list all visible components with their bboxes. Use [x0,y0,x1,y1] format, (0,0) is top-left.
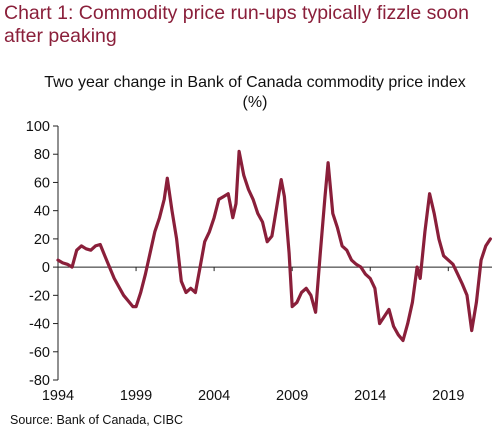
x-tick-label: 2009 [276,388,308,404]
page-heading: Chart 1: Commodity price run-ups typical… [4,2,469,47]
y-tick-label: 0 [42,260,50,276]
source-note: Source: Bank of Canada, CIBC [10,413,184,427]
x-tick-label: 1999 [120,388,152,404]
series-lines [56,149,492,343]
y-tick-label: -40 [29,317,50,333]
y-tick-label: 80 [34,147,50,163]
y-tick-label: 20 [34,232,50,248]
y-tick-label: 60 [34,175,50,191]
x-tick-label: 2004 [198,388,230,404]
x-tick-label: 1994 [42,388,74,404]
y-tick-label: -80 [29,373,50,389]
chart-axes [53,125,492,381]
y-tick-label: 100 [26,119,50,135]
x-axis-labels: 1994 1999 2004 2009 2014 2019 [42,388,465,404]
y-tick-label: 40 [34,204,50,220]
series-line [56,149,492,343]
x-tick-label: 2014 [354,388,386,404]
y-tick-label: -20 [29,288,50,304]
y-tick-label: -60 [29,345,50,361]
chart-title: Two year change in Bank of Canada commod… [44,74,466,111]
x-tick-label: 2019 [432,388,464,404]
y-axis-labels: -80 -60 -40 -20 0 20 40 60 80 100 [26,119,50,389]
